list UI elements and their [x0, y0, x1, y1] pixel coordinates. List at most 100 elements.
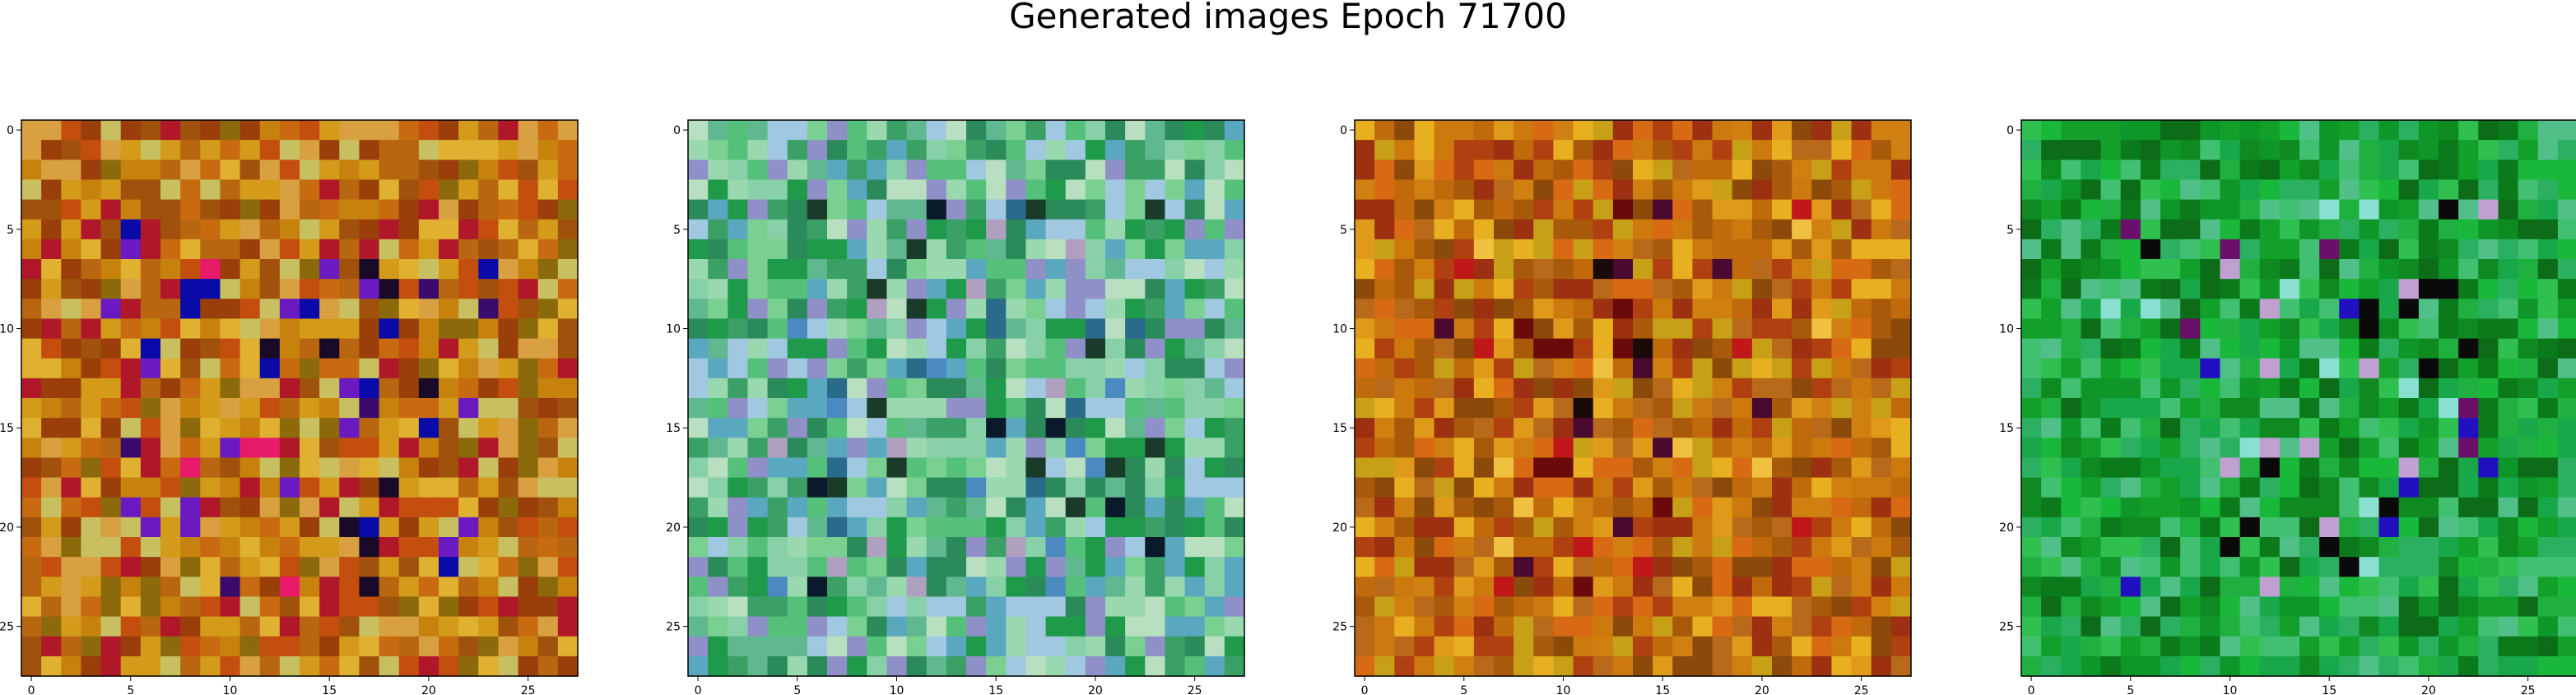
pixel-cell	[359, 656, 379, 677]
pixel-cell	[708, 120, 728, 141]
pixel-cell	[2538, 637, 2559, 657]
pixel-cell	[180, 418, 201, 438]
pixel-cell	[2458, 537, 2479, 558]
pixel-cell	[1613, 418, 1634, 438]
pixel-cell	[439, 398, 459, 419]
pixel-cell	[339, 656, 360, 677]
pixel-cell	[1713, 120, 1733, 141]
pixel-cell	[728, 378, 748, 399]
pixel-cell	[946, 557, 967, 577]
pixel-cell	[886, 478, 907, 498]
pixel-cell	[1494, 457, 1514, 478]
pixel-cell	[747, 537, 768, 558]
pixel-cell	[200, 537, 221, 558]
pixel-cell	[518, 398, 539, 419]
pixel-cell	[538, 617, 559, 637]
pixel-cell	[1086, 418, 1106, 438]
pixel-cell	[1692, 299, 1713, 319]
pixel-cell	[1653, 179, 1673, 200]
pixel-cell	[2061, 617, 2081, 637]
pixel-cell	[1872, 517, 1892, 538]
pixel-cell	[1672, 457, 1693, 478]
pixel-cell	[2359, 498, 2379, 518]
pixel-cell	[558, 378, 579, 399]
pixel-cell	[1533, 457, 1554, 478]
pixel-cell	[1692, 359, 1713, 379]
pixel-cell	[1006, 239, 1026, 260]
pixel-cell	[399, 557, 420, 577]
pixel-cell	[1574, 637, 1594, 657]
pixel-cell	[2439, 656, 2459, 677]
pixel-cell	[1494, 557, 1514, 577]
pixel-cell	[2339, 120, 2360, 141]
pixel-cell	[1872, 299, 1892, 319]
pixel-cell	[1692, 160, 1713, 180]
pixel-cell	[1394, 160, 1415, 180]
pixel-cell	[1125, 140, 1146, 160]
pixel-cell	[2141, 637, 2161, 657]
pixel-cell	[1672, 279, 1693, 299]
pixel-cell	[2518, 478, 2539, 498]
pixel-cell	[688, 656, 709, 677]
pixel-cell	[1125, 537, 1146, 558]
pixel-cell	[538, 259, 559, 280]
pixel-cell	[1025, 299, 1046, 319]
pixel-cell	[1553, 438, 1574, 458]
pixel-cell	[2558, 239, 2576, 260]
pixel-cell	[1374, 339, 1395, 359]
x-tick-label: 5	[127, 684, 134, 695]
pixel-cell	[200, 637, 221, 657]
pixel-cell	[1454, 656, 1475, 677]
pixel-cell	[1831, 318, 1852, 339]
pixel-cell	[2180, 656, 2201, 677]
pixel-cell	[867, 418, 887, 438]
pixel-cell	[538, 398, 559, 419]
pixel-cell	[2399, 220, 2420, 240]
pixel-cell	[986, 498, 1007, 518]
pixel-cell	[1633, 557, 1653, 577]
pixel-cell	[867, 438, 887, 458]
pixel-cell	[2240, 637, 2261, 657]
pixel-cell	[1006, 279, 1026, 299]
pixel-cell	[1145, 438, 1165, 458]
pixel-cell	[2538, 537, 2559, 558]
pixel-cell	[81, 140, 101, 160]
pixel-cell	[379, 279, 400, 299]
pixel-cell	[478, 140, 499, 160]
pixel-cell	[339, 577, 360, 597]
pixel-cell	[2180, 577, 2201, 597]
pixel-cell	[1891, 359, 1912, 379]
pixel-cell	[101, 557, 122, 577]
pixel-cell	[81, 339, 101, 359]
pixel-cell	[1105, 617, 1126, 637]
pixel-cell	[101, 498, 122, 518]
pixel-cell	[907, 140, 928, 160]
pixel-cell	[1374, 359, 1395, 379]
pixel-cell	[300, 478, 320, 498]
pixel-cell	[2319, 498, 2340, 518]
pixel-cell	[2299, 120, 2320, 141]
pixel-cell	[379, 140, 400, 160]
pixel-cell	[41, 318, 62, 339]
pixel-cell	[886, 279, 907, 299]
pixel-cell	[1355, 259, 1375, 280]
pixel-cell	[439, 279, 459, 299]
pixel-cell	[1732, 637, 1753, 657]
pixel-cell	[280, 279, 300, 299]
pixel-cell	[498, 418, 518, 438]
pixel-cell	[2260, 120, 2281, 141]
pixel-cell	[1792, 617, 1812, 637]
pixel-cell	[280, 438, 300, 458]
x-tick-label: 25	[521, 684, 536, 695]
pixel-cell	[61, 220, 81, 240]
pixel-cell	[1633, 637, 1653, 657]
pixel-cell	[907, 457, 928, 478]
pixel-cell	[1046, 279, 1067, 299]
pixel-cell	[708, 378, 728, 399]
pixel-cell	[240, 457, 261, 478]
pixel-cell	[300, 596, 320, 617]
pixel-cell	[1454, 220, 1475, 240]
pixel-cell	[946, 656, 967, 677]
pixel-cell	[1025, 517, 1046, 538]
pixel-cell	[359, 239, 379, 260]
